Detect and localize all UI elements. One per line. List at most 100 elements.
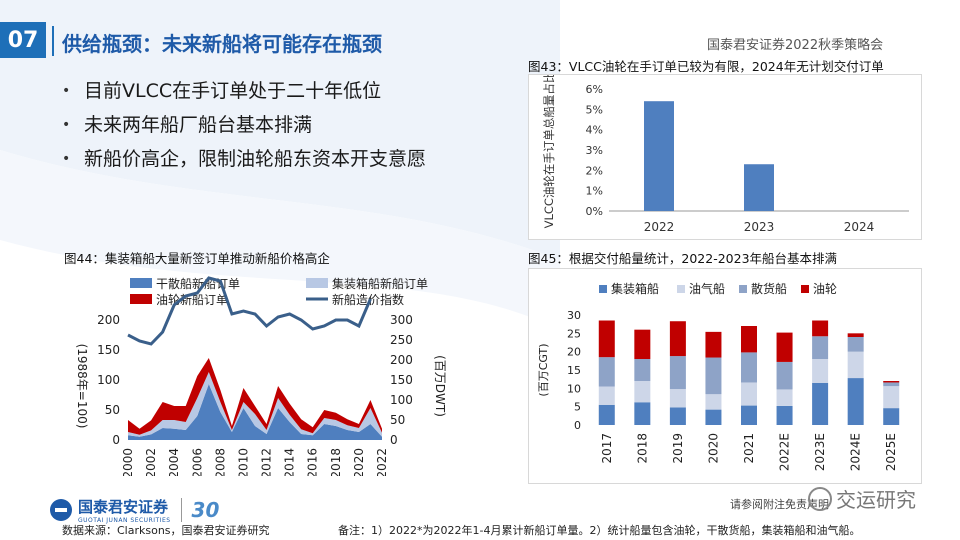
- logo-separator: [180, 498, 182, 522]
- watermark: 交运研究: [808, 484, 916, 513]
- page-title: 供给瓶颈：未来新船将可能存在瓶颈: [62, 32, 382, 56]
- fig45-legend-swatch: [599, 285, 607, 293]
- fig44-x-tick: 2002: [144, 448, 158, 476]
- fig44-y-right-label: (百万DWT): [433, 355, 447, 417]
- fig44-x-tick: 2010: [236, 448, 250, 476]
- fig44-legend-label: 新船造价指数: [332, 292, 404, 307]
- fig45-bar-segment: [776, 389, 793, 406]
- fig44-x-tick: 2022: [375, 448, 389, 476]
- anniversary-logo: 30: [191, 498, 220, 522]
- fig45-bar-segment: [634, 402, 651, 425]
- fig45-bar-segment: [812, 359, 829, 383]
- company-logo: 国泰君安证券 GUOTAI JUNAN SECURITIES 30: [50, 496, 219, 524]
- bullet-dot-icon: •: [62, 83, 71, 99]
- fig45-chart: 集装箱船 油气船 散货船 油轮 0 5 10 15 20 25 30 (百万CGT) 2017 2018 2…: [537, 281, 900, 471]
- fig44-x-tick: 2014: [283, 448, 297, 476]
- disclaimer-text: 请参阅附注免责声明: [730, 498, 829, 511]
- fig45-x-tick: 2024E: [849, 433, 863, 471]
- fig44-y-left-tick: 0: [112, 433, 120, 447]
- fig45-x-tick: 2025E: [884, 433, 898, 471]
- fig45-bar-segment: [812, 320, 829, 337]
- fig45-x-tick: 2022E: [778, 433, 792, 471]
- fig44-legend-label: 集装箱船新船订单: [332, 276, 428, 291]
- fig43-chart: 0% 1% 2% 3% 4% 5% 6% 2022 2023 2024 VLCC油轮在手订单总船量占…: [542, 72, 909, 234]
- fig45-x-tick: 2020: [706, 433, 720, 464]
- fig44-x-tick: 2006: [190, 448, 204, 476]
- fig44-y-left-tick: 50: [105, 403, 120, 417]
- fig45-bar-segment: [669, 389, 686, 408]
- fig43-y-tick: 1%: [586, 185, 603, 198]
- fig44-y-left-tick: 150: [97, 343, 120, 357]
- fig43-x-tick: 2024: [844, 220, 875, 234]
- fig45-bar-segment: [669, 356, 686, 390]
- bullet-dot-icon: •: [62, 117, 71, 133]
- fig45-bar-segment: [883, 386, 900, 409]
- fig45-legend-swatch: [801, 285, 809, 293]
- fig44-y-right-tick: 200: [390, 353, 413, 367]
- fig45-bar-segment: [776, 332, 793, 362]
- section-number-badge: 07: [0, 22, 46, 58]
- fig45-legend-swatch: [677, 285, 685, 293]
- fig44-x-tick: 2008: [213, 448, 227, 476]
- logo-cn-text: 国泰君安证券: [78, 498, 169, 516]
- fig45-y-tick: 20: [567, 346, 581, 359]
- fig45-bar-segment: [741, 352, 757, 383]
- fig44-area-tanker: [128, 358, 382, 435]
- fig43-y-tick: 2%: [586, 164, 603, 177]
- logo-mark-icon: [50, 499, 72, 521]
- fig45-y-tick: 15: [567, 364, 581, 377]
- fig45-legend-label: 油轮: [813, 282, 837, 296]
- fig45-bar-segment: [776, 405, 793, 425]
- note-text: 备注：1）2022*为2022年1-4月累计新船订单量。2）统计船量包含油轮，干…: [338, 524, 861, 537]
- bullet-dot-icon: •: [62, 151, 71, 167]
- fig43-y-tick: 6%: [586, 83, 603, 96]
- brand-header: 国泰君安证券2022秋季策略会: [707, 38, 884, 53]
- fig45-x-tick: 2021: [742, 433, 756, 464]
- fig45-x-tick: 2018: [635, 433, 649, 464]
- fig45-bar-segment: [812, 336, 829, 359]
- fig45-bar-segment: [669, 321, 686, 357]
- fig45-legend-label: 油气船: [689, 281, 725, 296]
- fig45-legend-label: 集装箱船: [611, 281, 659, 296]
- fig45-bar-segment: [705, 409, 722, 425]
- fig45-legend-swatch: [739, 285, 747, 293]
- fig45-bar-segment: [634, 329, 651, 359]
- fig44-y-right-tick: 300: [390, 313, 413, 327]
- fig44-legend-swatch: [130, 294, 152, 304]
- fig44-y-right-tick: 250: [390, 333, 413, 347]
- fig45-bar-segment: [847, 337, 864, 352]
- fig44-x-tick: 2018: [329, 448, 343, 476]
- fig45-panel: 集装箱船 油气船 散货船 油轮 0 5 10 15 20 25 30 (百万CGT) 2017 2018 2…: [528, 268, 922, 484]
- bullet-item: • 未来两年船厂船台基本排满: [62, 108, 426, 142]
- fig44-y-left-tick: 200: [97, 313, 120, 327]
- fig43-x-tick: 2023: [744, 220, 775, 234]
- fig43-bar: [644, 101, 674, 211]
- fig45-bar-segment: [634, 381, 651, 403]
- fig45-bar-segment: [847, 351, 864, 379]
- fig45-bar-segment: [847, 378, 864, 425]
- fig45-bar-segment: [776, 361, 793, 390]
- fig45-y-tick: 25: [567, 327, 581, 340]
- fig43-y-tick: 4%: [586, 124, 603, 137]
- logo-en-text: GUOTAI JUNAN SECURITIES: [78, 517, 171, 524]
- fig44-area-container: [128, 372, 382, 437]
- fig44-x-tick: 2016: [306, 448, 320, 476]
- fig44-y-right-tick: 50: [390, 413, 405, 427]
- fig45-y-tick: 5: [574, 401, 581, 414]
- fig45-bar-segment: [741, 405, 757, 425]
- fig45-bar-segment: [883, 408, 900, 425]
- fig44-x-tick: 2000: [121, 448, 135, 476]
- fig45-bar-segment: [883, 381, 900, 383]
- fig44-y-left-label: (1988年=100): [75, 344, 89, 429]
- fig45-bar-segment: [598, 357, 615, 387]
- fig45-bar-segment: [705, 357, 722, 395]
- fig45-legend-label: 散货船: [751, 281, 787, 296]
- fig45-y-tick: 10: [567, 382, 581, 395]
- fig44-x-tick: 2004: [167, 448, 181, 476]
- source-text: 数据来源：Clarksons，国泰君安证券研究: [62, 524, 270, 537]
- fig45-y-label: (百万CGT): [537, 343, 550, 396]
- fig44-legend-swatch: [306, 278, 328, 288]
- fig45-bar-segment: [741, 382, 757, 406]
- fig43-bar: [744, 164, 774, 211]
